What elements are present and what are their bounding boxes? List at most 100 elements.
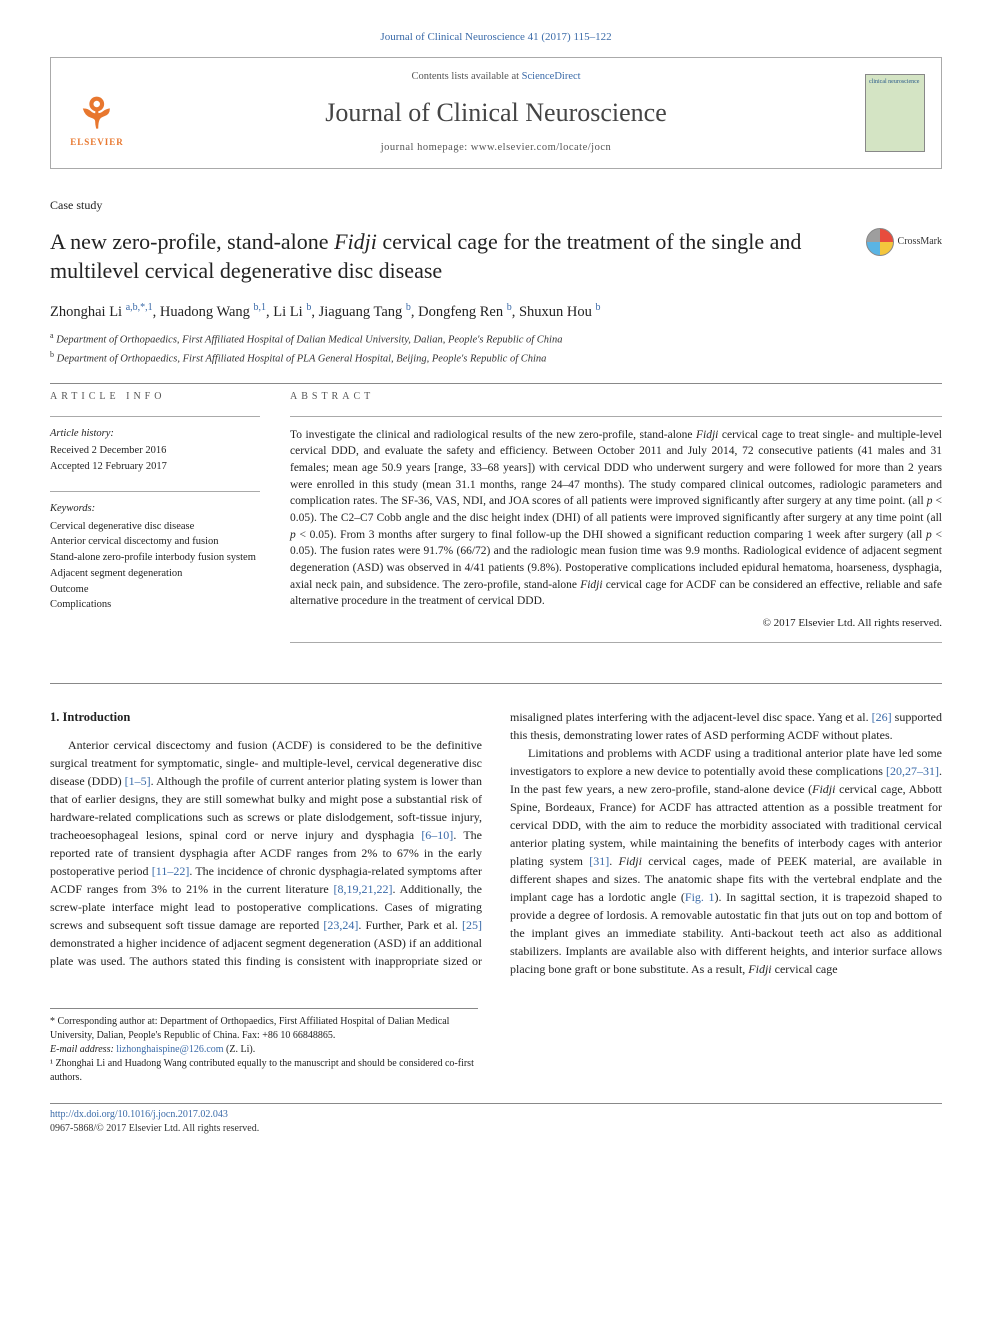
issn-copyright: 0967-5868/© 2017 Elsevier Ltd. All right… <box>50 1122 942 1136</box>
doi-link[interactable]: http://dx.doi.org/10.1016/j.jocn.2017.02… <box>50 1108 942 1122</box>
article-type: Case study <box>50 197 942 214</box>
divider <box>50 491 260 492</box>
homepage-url[interactable]: www.elsevier.com/locate/jocn <box>471 142 611 153</box>
keyword: Anterior cervical discectomy and fusion <box>50 534 260 550</box>
email-line: E-mail address: lizhonghaispine@126.com … <box>50 1043 478 1057</box>
citation-link[interactable]: [1–5] <box>125 774 151 788</box>
crossmark-label: CrossMark <box>898 235 942 249</box>
citation-link[interactable]: [11–22] <box>152 864 190 878</box>
copyright-line: © 2017 Elsevier Ltd. All rights reserved… <box>290 616 942 631</box>
body-seg: age are reported <box>240 918 324 932</box>
sciencedirect-link[interactable]: ScienceDirect <box>522 71 581 82</box>
citation-link[interactable]: [20,27–31] <box>886 764 939 778</box>
homepage-line: journal homepage: www.elsevier.com/locat… <box>143 141 849 156</box>
email-label: E-mail address: <box>50 1044 116 1055</box>
title-part1: A new zero-profile, stand-alone <box>50 229 334 254</box>
abs-italic: Fidji <box>580 579 602 591</box>
body-italic: Fidji <box>812 782 835 796</box>
author-affil-sup: b <box>596 302 601 313</box>
author-affil-sup: a,b,*,1 <box>126 302 153 313</box>
author-name: Dongfeng Ren <box>418 304 507 320</box>
author-name: Shuxun Hou <box>519 304 596 320</box>
journal-cover-thumbnail[interactable]: clinical neuroscience <box>865 74 925 152</box>
author-name: Huadong Wang <box>160 304 254 320</box>
affiliations: a Department of Orthopaedics, First Affi… <box>50 330 942 367</box>
article-info-column: ARTICLE INFO Article history: Received 2… <box>50 390 260 653</box>
page-footer: http://dx.doi.org/10.1016/j.jocn.2017.02… <box>50 1103 942 1136</box>
cover-text: clinical neuroscience <box>869 78 921 86</box>
corresponding-author: * Corresponding author at: Department of… <box>50 1015 478 1043</box>
author-affil-sup: b <box>507 302 512 313</box>
divider <box>290 416 942 417</box>
author-name: Li Li <box>273 304 306 320</box>
author-name: Jiaguang Tang <box>319 304 406 320</box>
body-italic: Fidji <box>619 854 642 868</box>
affiliation-line: a Department of Orthopaedics, First Affi… <box>50 330 942 348</box>
body-italic: Fidji <box>748 962 771 976</box>
body-seg: . Further, Park et al. <box>358 918 462 932</box>
keyword: Cervical degenerative disc disease <box>50 519 260 535</box>
journal-header-box: ⚘ ELSEVIER Contents lists available at S… <box>50 57 942 169</box>
abstract-text: To investigate the clinical and radiolog… <box>290 427 942 610</box>
divider <box>50 416 260 417</box>
footnotes: * Corresponding author at: Department of… <box>50 1008 478 1085</box>
keyword: Adjacent segment degeneration <box>50 566 260 582</box>
crossmark-icon <box>866 228 894 256</box>
article-body: 1. Introduction Anterior cervical discec… <box>50 708 942 978</box>
body-seg: cervical cage <box>772 962 838 976</box>
affiliation-line: b Department of Orthopaedics, First Affi… <box>50 349 942 367</box>
authors-line: Zhonghai Li a,b,*,1, Huadong Wang b,1, L… <box>50 301 942 322</box>
citation-link[interactable]: [25] <box>462 918 482 932</box>
homepage-prefix: journal homepage: <box>381 142 471 153</box>
author-contribution-note: ¹ Zhonghai Li and Huadong Wang contribut… <box>50 1057 478 1085</box>
body-seg: Limitations and problems with ACDF using… <box>510 746 942 778</box>
citation-line: Journal of Clinical Neuroscience 41 (201… <box>50 30 942 45</box>
journal-name: Journal of Clinical Neuroscience <box>143 95 849 131</box>
keyword: Complications <box>50 597 260 613</box>
body-seg: . <box>609 854 618 868</box>
citation-link[interactable]: [31] <box>589 854 609 868</box>
article-history: Article history: Received 2 December 201… <box>50 427 260 475</box>
history-label: Article history: <box>50 427 260 442</box>
citation-link[interactable]: [6–10] <box>421 828 453 842</box>
body-paragraph: Limitations and problems with ACDF using… <box>510 744 942 978</box>
section-heading: 1. Introduction <box>50 708 482 727</box>
abstract-label: ABSTRACT <box>290 390 942 404</box>
contents-line: Contents lists available at ScienceDirec… <box>143 70 849 85</box>
email-suffix: (Z. Li). <box>224 1044 256 1055</box>
divider <box>290 642 942 643</box>
article-info-label: ARTICLE INFO <box>50 390 260 404</box>
abs-seg: < 0.05). From 3 months after surgery to … <box>296 529 926 541</box>
elsevier-label: ELSEVIER <box>70 136 124 149</box>
keywords-block: Keywords: Cervical degenerative disc dis… <box>50 502 260 613</box>
citation-link[interactable]: [8,19,21,22] <box>333 882 392 896</box>
author-affil-sup: b <box>406 302 411 313</box>
keyword: Stand-alone zero-profile interbody fusio… <box>50 550 260 566</box>
citation-link[interactable]: [23,24] <box>323 918 358 932</box>
header-center: Contents lists available at ScienceDirec… <box>143 70 849 156</box>
abs-seg: To investigate the clinical and radiolog… <box>290 429 696 441</box>
elsevier-logo[interactable]: ⚘ ELSEVIER <box>67 78 127 148</box>
author-name: Zhonghai Li <box>50 304 126 320</box>
divider <box>50 383 942 384</box>
affil-sup: b <box>50 350 54 359</box>
contents-prefix: Contents lists available at <box>411 71 521 82</box>
citation-link[interactable]: [26] <box>872 710 892 724</box>
accepted-date: Accepted 12 February 2017 <box>50 459 260 475</box>
title-italic: Fidji <box>334 229 377 254</box>
affil-sup: a <box>50 331 54 340</box>
received-date: Received 2 December 2016 <box>50 443 260 459</box>
keywords-label: Keywords: <box>50 502 260 517</box>
keyword: Outcome <box>50 582 260 598</box>
article-title: A new zero-profile, stand-alone Fidji ce… <box>50 228 846 285</box>
abstract-column: ABSTRACT To investigate the clinical and… <box>290 390 942 653</box>
email-link[interactable]: lizhonghaispine@126.com <box>116 1044 223 1055</box>
divider <box>50 683 942 684</box>
divider <box>50 1103 942 1104</box>
author-affil-sup: b <box>306 302 311 313</box>
author-affil-sup: b,1 <box>254 302 267 313</box>
abs-italic: Fidji <box>696 429 718 441</box>
elsevier-tree-icon: ⚘ <box>78 94 117 136</box>
figure-link[interactable]: Fig. 1 <box>685 890 715 904</box>
crossmark-badge[interactable]: CrossMark <box>866 228 942 256</box>
